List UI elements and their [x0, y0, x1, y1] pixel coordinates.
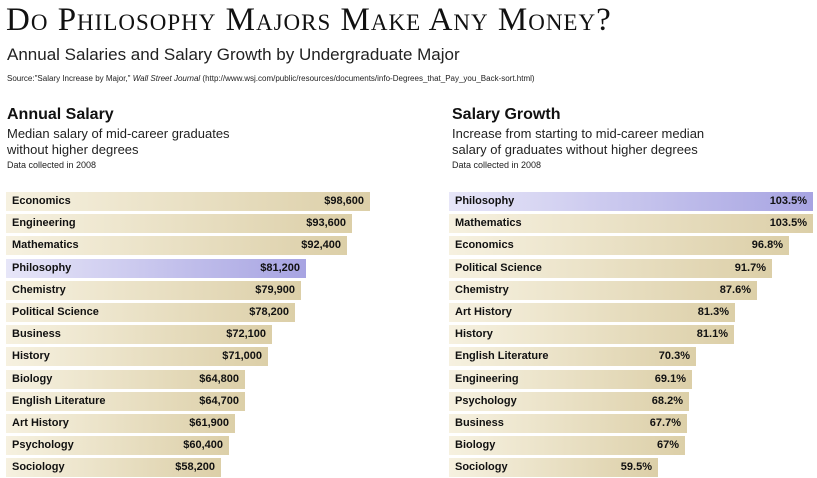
bar-label: Art History	[455, 306, 512, 318]
bar-psychology: Psychology 68.2%	[449, 392, 689, 411]
bar-biology: Biology 67%	[449, 436, 685, 455]
bar-label: Economics	[12, 195, 71, 207]
bar-english-literature: English Literature $64,700	[6, 392, 245, 411]
bar-engineering: Engineering $93,600	[6, 214, 352, 233]
bar-sociology: Sociology 59.5%	[449, 458, 658, 477]
bar-chemistry: Chemistry 87.6%	[449, 281, 757, 300]
bar-history: History 81.1%	[449, 325, 734, 344]
bar-value-label: 81.1%	[696, 328, 728, 340]
bar-value-label: $64,700	[199, 395, 239, 407]
bar-label: Biology	[12, 373, 53, 385]
bar-label: Chemistry	[12, 284, 66, 296]
bar-label: Chemistry	[455, 284, 509, 296]
bar-label: Philosophy	[12, 262, 72, 274]
bar-value-label: 69.1%	[654, 373, 686, 385]
source-url: (http://www.wsj.com/public/resources/doc…	[202, 74, 535, 83]
bar-business: Business $72,100	[6, 325, 272, 344]
bar-label: Philosophy	[455, 195, 515, 207]
source-publication: Wall Street Journal	[132, 74, 201, 83]
annual-salary-panel: Annual Salary Median salary of mid-caree…	[6, 106, 376, 170]
bar-label: Biology	[455, 439, 496, 451]
bar-value-label: 67.7%	[649, 417, 681, 429]
bar-political-science: Political Science $78,200	[6, 303, 295, 322]
bar-value-label: 96.8%	[751, 239, 783, 251]
salary-growth-panel: Salary Growth Increase from starting to …	[451, 106, 813, 170]
bar-art-history: Art History $61,900	[6, 414, 235, 433]
bar-history: History $71,000	[6, 347, 268, 366]
bar-value-label: 91.7%	[734, 262, 766, 274]
bar-label: Political Science	[455, 262, 542, 274]
annual-salary-desc-line-2: without higher degrees	[7, 142, 139, 157]
source-citation: Source:"Salary Increase by Major," Wall …	[7, 74, 535, 83]
bar-label: Mathematics	[455, 217, 522, 229]
salary-growth-bars: Philosophy 103.5% Mathematics 103.5% Economi…	[449, 192, 813, 477]
bar-label: Business	[12, 328, 61, 340]
salary-growth-note: Data collected in 2008	[452, 160, 542, 170]
bar-label: Sociology	[12, 461, 65, 473]
bar-label: Sociology	[455, 461, 508, 473]
bar-value-label: $92,400	[301, 239, 341, 251]
bar-label: Economics	[455, 239, 514, 251]
bar-label: Mathematics	[12, 239, 79, 251]
bar-label: Psychology	[12, 439, 74, 451]
bar-biology: Biology $64,800	[6, 370, 245, 389]
page-title: Do Philosophy Majors Make Any Money?	[6, 2, 612, 38]
bar-art-history: Art History 81.3%	[449, 303, 735, 322]
bar-english-literature: English Literature 70.3%	[449, 347, 696, 366]
bar-label: Political Science	[12, 306, 99, 318]
bar-business: Business 67.7%	[449, 414, 687, 433]
bar-value-label: $71,000	[222, 350, 262, 362]
bar-philosophy: Philosophy 103.5%	[449, 192, 813, 211]
salary-growth-desc-line-2: salary of graduates without higher degre…	[452, 142, 698, 157]
bar-sociology: Sociology $58,200	[6, 458, 221, 477]
bar-value-label: $58,200	[175, 461, 215, 473]
page-subtitle: Annual Salaries and Salary Growth by Und…	[7, 45, 460, 64]
bar-value-label: 103.5%	[769, 217, 807, 229]
bar-label: Psychology	[455, 395, 517, 407]
bar-label: Engineering	[12, 217, 76, 229]
bar-value-label: 87.6%	[719, 284, 751, 296]
bar-economics: Economics $98,600	[6, 192, 370, 211]
bar-philosophy: Philosophy $81,200	[6, 259, 306, 278]
bar-value-label: $61,900	[189, 417, 229, 429]
bar-label: Business	[455, 417, 504, 429]
bar-value-label: 81.3%	[697, 306, 729, 318]
salary-growth-title: Salary Growth	[452, 106, 561, 123]
bar-value-label: 103.5%	[769, 195, 807, 207]
bar-value-label: $98,600	[324, 195, 364, 207]
bar-label: English Literature	[455, 350, 549, 362]
bar-value-label: $60,400	[183, 439, 223, 451]
bar-mathematics: Mathematics $92,400	[6, 236, 347, 255]
bar-value-label: 68.2%	[651, 395, 683, 407]
bar-value-label: $81,200	[260, 262, 300, 274]
source-prefix: Source:"Salary Increase by Major,"	[7, 74, 131, 83]
annual-salary-title: Annual Salary	[7, 106, 114, 123]
bar-chemistry: Chemistry $79,900	[6, 281, 301, 300]
bar-label: History	[455, 328, 493, 340]
bar-value-label: 70.3%	[658, 350, 690, 362]
annual-salary-bars: Economics $98,600 Engineering $93,600 Mathem…	[6, 192, 370, 477]
bar-psychology: Psychology $60,400	[6, 436, 229, 455]
bar-value-label: 59.5%	[620, 461, 652, 473]
bar-economics: Economics 96.8%	[449, 236, 789, 255]
bar-value-label: 67%	[656, 439, 679, 451]
bar-mathematics: Mathematics 103.5%	[449, 214, 813, 233]
bar-value-label: $78,200	[249, 306, 289, 318]
bar-label: English Literature	[12, 395, 106, 407]
bar-value-label: $93,600	[306, 217, 346, 229]
bar-engineering: Engineering 69.1%	[449, 370, 692, 389]
bar-label: Engineering	[455, 373, 519, 385]
bar-label: History	[12, 350, 50, 362]
bar-label: Art History	[12, 417, 69, 429]
annual-salary-note: Data collected in 2008	[7, 160, 97, 170]
salary-growth-desc-line-1: Increase from starting to mid-career med…	[452, 126, 705, 141]
bar-value-label: $79,900	[255, 284, 295, 296]
bar-value-label: $64,800	[199, 373, 239, 385]
bar-value-label: $72,100	[226, 328, 266, 340]
annual-salary-desc-line-1: Median salary of mid-career graduates	[7, 126, 230, 141]
bar-political-science: Political Science 91.7%	[449, 259, 772, 278]
